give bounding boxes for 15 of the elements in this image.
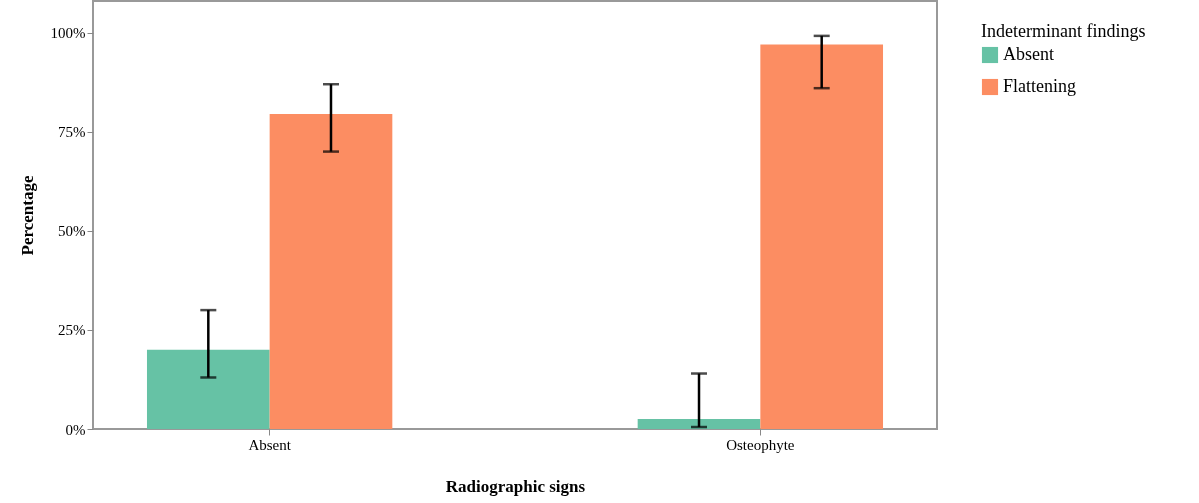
x-axis-title: Radiographic signs bbox=[445, 476, 586, 496]
y-tick-label: 25% bbox=[58, 322, 86, 339]
y-tick-label: 0% bbox=[65, 421, 86, 438]
legend-label: Absent bbox=[1003, 44, 1054, 64]
y-tick-label: 100% bbox=[50, 25, 86, 42]
bar bbox=[146, 349, 270, 429]
y-axis-title: Percentage bbox=[17, 175, 37, 256]
legend-label: Flattening bbox=[1003, 76, 1076, 96]
bar bbox=[637, 419, 761, 429]
y-tick-label: 50% bbox=[58, 223, 86, 240]
bar bbox=[269, 113, 393, 429]
legend-title: Indeterminant findings bbox=[981, 21, 1146, 41]
y-tick-label: 75% bbox=[58, 124, 86, 141]
bar bbox=[760, 44, 884, 429]
x-tick-label: Osteophyte bbox=[726, 436, 795, 453]
